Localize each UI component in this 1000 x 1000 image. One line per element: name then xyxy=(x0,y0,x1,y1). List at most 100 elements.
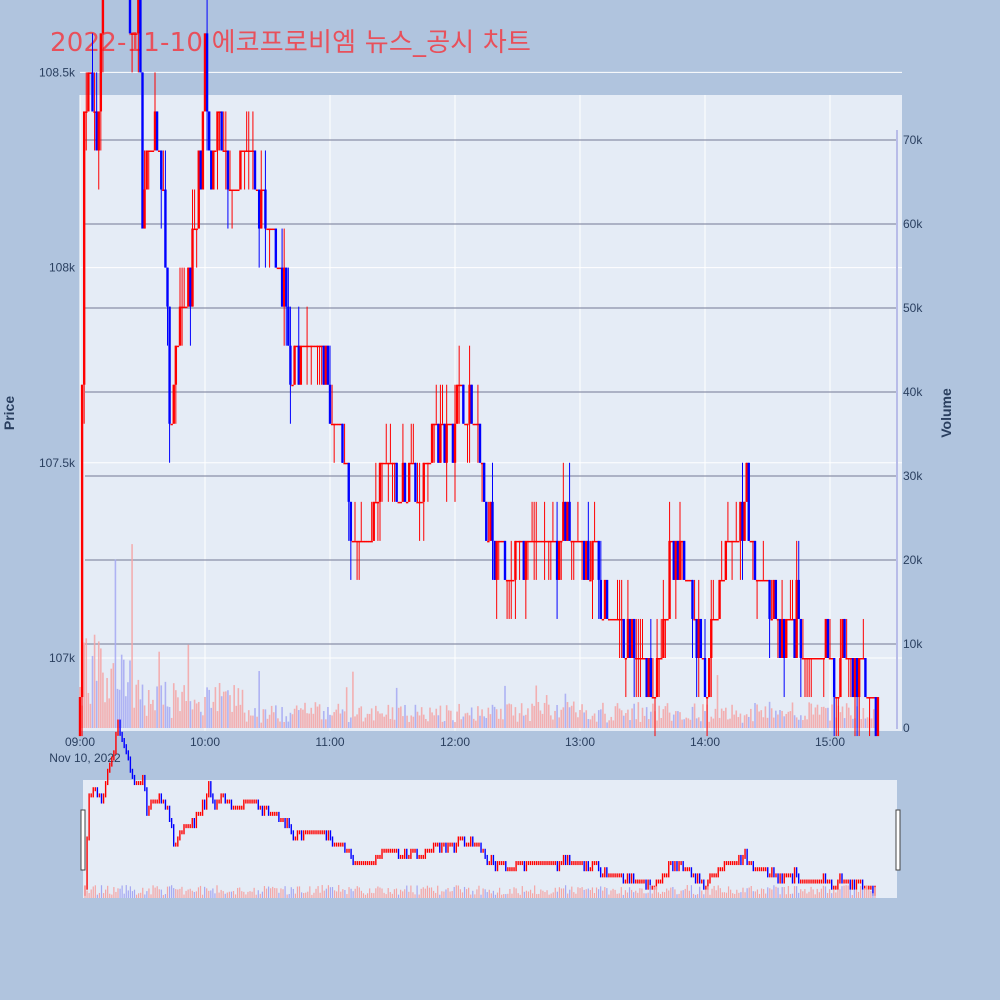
volume-bar xyxy=(293,708,296,728)
volume-bar xyxy=(702,704,704,728)
candle-body xyxy=(324,345,328,385)
range-volume-bar xyxy=(220,889,222,898)
volume-bar xyxy=(222,691,225,728)
range-volume-bar xyxy=(853,890,855,898)
range-volume-bar xyxy=(432,890,435,898)
range-volume-bar xyxy=(604,887,606,898)
volume-bar xyxy=(689,719,692,728)
price-axis-title: Price xyxy=(1,396,17,430)
candle-body xyxy=(464,423,467,426)
candle-body xyxy=(374,501,378,504)
range-volume-bar xyxy=(575,893,577,898)
volume-bar xyxy=(427,721,429,728)
volume-bar xyxy=(741,722,744,728)
candle-body xyxy=(576,540,580,543)
volume-bar xyxy=(566,702,569,728)
range-volume-bar xyxy=(208,890,210,898)
range-volume-bar xyxy=(125,885,127,898)
candle-body xyxy=(451,423,455,463)
range-volume-bar xyxy=(267,886,270,898)
candle-body xyxy=(160,150,163,190)
volume-bar xyxy=(685,717,688,728)
volume-bar xyxy=(191,709,194,728)
range-volume-bar xyxy=(562,888,565,898)
candle-body xyxy=(414,462,417,502)
range-volume-bar xyxy=(760,888,763,898)
candle-body xyxy=(297,345,300,385)
volume-bar xyxy=(122,659,125,728)
candle-body xyxy=(722,579,725,582)
candle-body xyxy=(166,267,169,307)
range-volume-bar xyxy=(661,891,664,898)
candle-body xyxy=(778,618,782,658)
candle-body xyxy=(774,579,778,619)
candle-body xyxy=(641,658,644,660)
candle-body xyxy=(82,111,86,385)
candle-body xyxy=(535,540,538,543)
volume-bar xyxy=(612,720,615,728)
volume-bar xyxy=(375,705,377,728)
volume-bar xyxy=(539,710,542,728)
range-volume-bar xyxy=(84,885,86,898)
volume-bar xyxy=(568,707,571,728)
volume-bar xyxy=(656,720,658,728)
volume-bar xyxy=(270,705,273,728)
candle-body xyxy=(141,72,144,229)
range-volume-bar xyxy=(833,889,835,898)
volume-bar xyxy=(158,651,160,728)
price-tick-label: 107.5k xyxy=(39,456,76,470)
volume-bar xyxy=(683,719,685,728)
range-volume-bar xyxy=(294,893,296,898)
volume-bar xyxy=(335,709,338,728)
volume-bar xyxy=(308,713,310,728)
range-volume-bar xyxy=(476,889,478,898)
range-volume-bar xyxy=(558,887,561,898)
candle-body xyxy=(368,540,371,543)
candle-body xyxy=(710,618,713,658)
candle-body xyxy=(245,150,248,152)
range-volume-bar xyxy=(538,893,540,898)
volume-bar xyxy=(472,718,475,728)
candle-body xyxy=(714,618,717,621)
candle-body xyxy=(274,228,278,268)
volume-bar xyxy=(197,701,200,728)
volume-bar xyxy=(641,707,644,728)
candle-body xyxy=(510,579,513,582)
range-volume-bar xyxy=(457,885,459,898)
range-volume-bar xyxy=(160,889,162,898)
candle-body xyxy=(566,501,569,541)
volume-bar xyxy=(418,715,421,728)
volume-bar xyxy=(325,719,327,728)
range-volume-bar xyxy=(694,894,697,898)
volume-bar xyxy=(97,641,100,728)
candle-body xyxy=(862,658,865,660)
volume-bar xyxy=(135,684,138,728)
volume-bar xyxy=(760,710,763,728)
candle-body xyxy=(176,345,180,348)
volume-bar xyxy=(606,722,608,728)
range-volume-bar xyxy=(90,889,92,898)
range-volume-bar xyxy=(234,894,237,898)
candle-body xyxy=(528,540,532,543)
candle-body xyxy=(668,540,671,619)
range-volume-bar xyxy=(381,888,383,898)
candle-body xyxy=(560,540,563,543)
volume-bar xyxy=(502,719,504,728)
candle-body xyxy=(741,501,744,541)
candle-body xyxy=(747,462,750,541)
candle-body xyxy=(655,658,659,698)
candle-body xyxy=(697,618,700,658)
price-tick-label: 107k xyxy=(49,651,76,665)
volume-bar xyxy=(343,711,346,728)
range-volume-bar xyxy=(829,889,831,898)
range-volume-bar xyxy=(158,889,160,898)
volume-bar xyxy=(806,719,808,728)
candle-body xyxy=(295,345,298,348)
volume-bar xyxy=(143,705,146,728)
candle-body xyxy=(428,462,432,465)
candle-body xyxy=(760,579,763,582)
volume-bar xyxy=(777,714,779,728)
volume-bar xyxy=(175,690,177,728)
volume-bar xyxy=(356,714,358,728)
candle-body xyxy=(795,579,798,658)
